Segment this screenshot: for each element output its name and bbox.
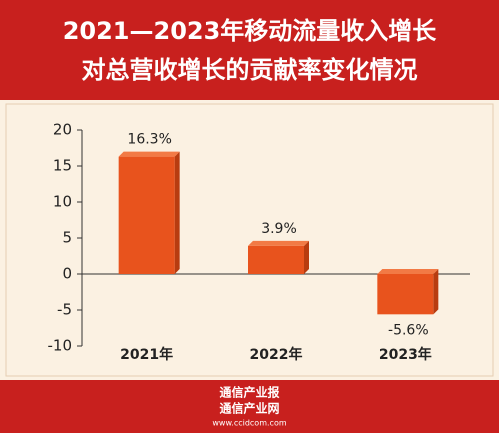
y-tick-label: 5 bbox=[62, 229, 72, 247]
bar-side bbox=[433, 269, 439, 315]
footer-band bbox=[0, 380, 499, 433]
chart-title: 2021—2023年移动流量收入增长 bbox=[63, 17, 438, 45]
y-tick-label: 0 bbox=[62, 265, 72, 283]
bar-side bbox=[304, 240, 309, 274]
bar bbox=[377, 274, 434, 315]
x-tick-label: 2023年 bbox=[379, 346, 432, 363]
bar bbox=[118, 156, 175, 274]
data-label: 3.9% bbox=[261, 221, 297, 237]
bar-side bbox=[174, 151, 180, 274]
plot-frame bbox=[5, 103, 494, 377]
bar-top bbox=[248, 240, 309, 246]
x-tick-label: 2021年 bbox=[120, 346, 173, 363]
x-tick-label: 2022年 bbox=[250, 346, 303, 363]
bar bbox=[248, 245, 304, 274]
data-label: 16.3% bbox=[127, 132, 171, 148]
title-band bbox=[0, 0, 499, 100]
data-label: -5.6% bbox=[388, 322, 429, 338]
y-tick-label: 15 bbox=[53, 157, 72, 175]
chart-title: 对总营收增长的贡献率变化情况 bbox=[82, 56, 418, 84]
y-tick-label: 20 bbox=[53, 121, 72, 139]
footer-text: 通信产业网 bbox=[219, 401, 279, 416]
footer-text: www.ccidcom.com bbox=[212, 419, 286, 428]
footer-text: 通信产业报 bbox=[219, 385, 279, 400]
y-tick-label: -10 bbox=[48, 337, 73, 355]
y-tick-label: 10 bbox=[53, 193, 72, 211]
bar-top bbox=[377, 269, 439, 274]
y-tick-label: -5 bbox=[57, 301, 72, 319]
bar-top bbox=[118, 151, 180, 157]
